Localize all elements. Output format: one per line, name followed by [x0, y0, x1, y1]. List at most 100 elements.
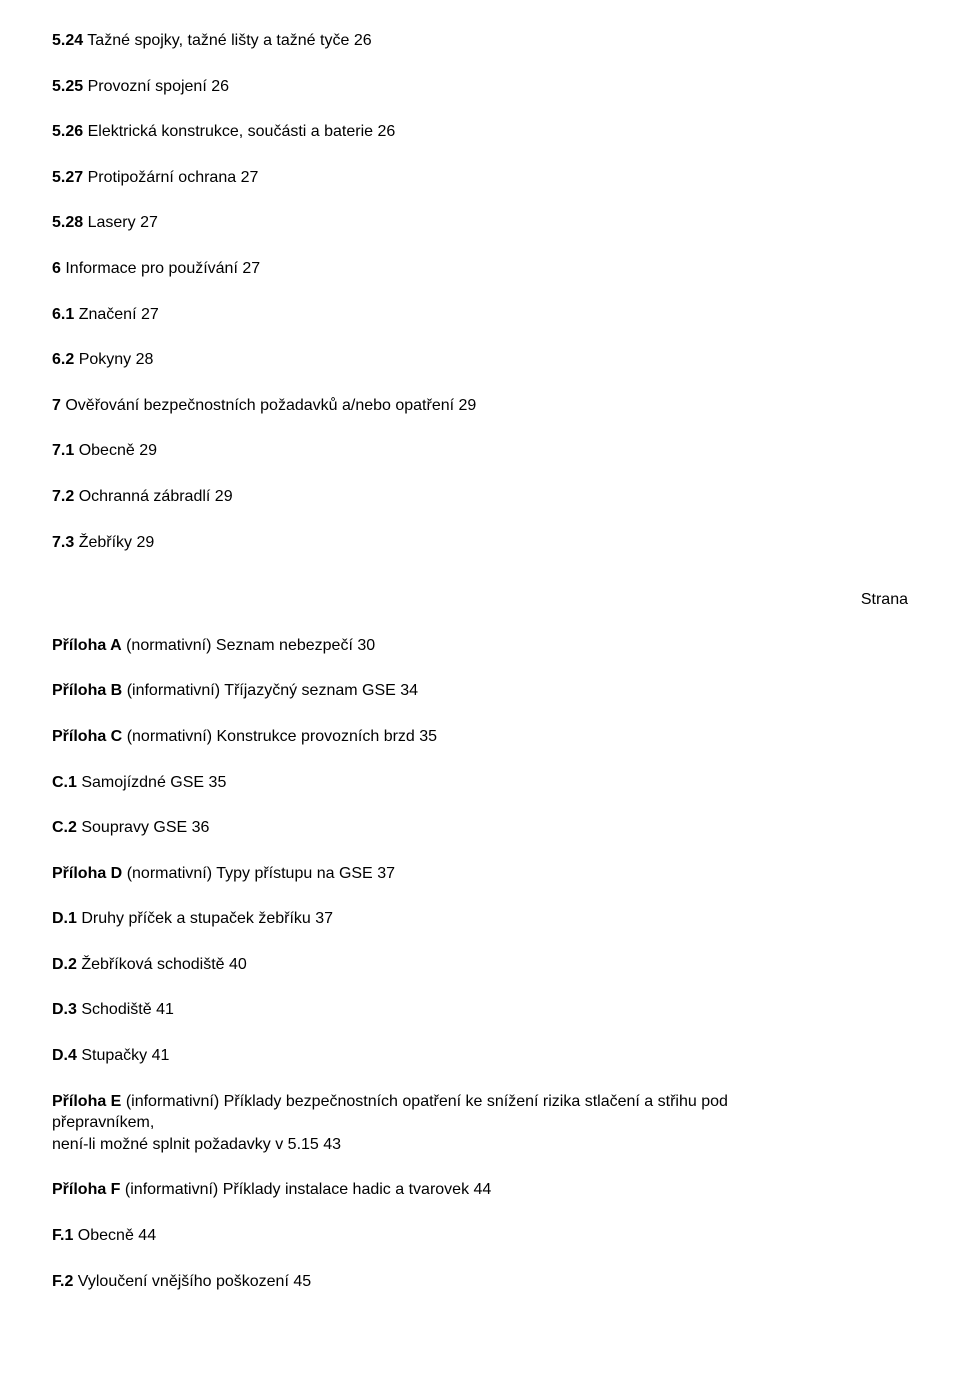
toc-page: 35 [419, 728, 437, 745]
toc-entry: 6 Informace pro používání 27 [52, 258, 908, 280]
toc-title: Samojízdné GSE [81, 774, 204, 791]
toc-num: 6.2 [52, 351, 74, 368]
toc-page: 45 [293, 1273, 311, 1290]
toc-title: Obecně [78, 1227, 134, 1244]
annex-title: Konstrukce provozních brzd [217, 728, 415, 745]
toc-page: 26 [354, 32, 372, 49]
toc-page: 36 [192, 819, 210, 836]
toc-title: Informace pro používání [65, 260, 238, 277]
toc-num: 7.2 [52, 488, 74, 505]
toc-page: 40 [229, 956, 247, 973]
annex-title: Příklady instalace hadic a tvarovek [223, 1181, 469, 1198]
toc-num: 5.24 [52, 32, 83, 49]
page-column-label: Strana [52, 589, 908, 611]
toc-title: Lasery [88, 214, 136, 231]
toc-entry: 6.2 Pokyny 28 [52, 349, 908, 371]
toc-entry: Příloha B (informativní) Tříjazyčný sezn… [52, 680, 908, 702]
toc-page: 37 [377, 865, 395, 882]
toc-num: D.4 [52, 1047, 77, 1064]
toc-page: 30 [357, 637, 375, 654]
toc-page: 27 [140, 214, 158, 231]
annex-title-line2: přepravníkem, [52, 1112, 908, 1134]
toc-title: Žebříky [79, 534, 132, 551]
toc-title: Schodiště [81, 1001, 151, 1018]
toc-entry: D.2 Žebříková schodiště 40 [52, 954, 908, 976]
toc-entry: C.2 Soupravy GSE 36 [52, 817, 908, 839]
toc-page: 28 [136, 351, 154, 368]
toc-title: Ověřování bezpečnostních požadavků a/neb… [65, 397, 454, 414]
toc-entry: Příloha E (informativní) Příklady bezpeč… [52, 1091, 908, 1156]
annex-title: Seznam nebezpečí [216, 637, 353, 654]
toc-title: Stupačky [81, 1047, 147, 1064]
toc-page: 44 [138, 1227, 156, 1244]
annex-title: Tříjazyčný seznam GSE [224, 682, 396, 699]
toc-page: 41 [152, 1047, 170, 1064]
toc-entry: C.1 Samojízdné GSE 35 [52, 772, 908, 794]
toc-entry: 5.24 Tažné spojky, tažné lišty a tažné t… [52, 30, 908, 52]
toc-num: 7 [52, 397, 61, 414]
toc-page: 44 [474, 1181, 492, 1198]
annex-title: Typy přístupu na GSE [216, 865, 373, 882]
toc-page: 27 [242, 260, 260, 277]
annex-label: Příloha A [52, 637, 122, 654]
toc-page: 26 [378, 123, 396, 140]
toc-num: 5.28 [52, 214, 83, 231]
annex-note: (normativní) [127, 865, 212, 882]
toc-title: Ochranná zábradlí [79, 488, 211, 505]
toc-num: 6.1 [52, 306, 74, 323]
toc-num: 7.1 [52, 442, 74, 459]
annex-label: Příloha F [52, 1181, 120, 1198]
toc-page: 35 [209, 774, 227, 791]
toc-num: C.2 [52, 819, 77, 836]
toc-entry: 5.25 Provozní spojení 26 [52, 76, 908, 98]
toc-num: D.3 [52, 1001, 77, 1018]
toc-num: 5.27 [52, 169, 83, 186]
toc-entry: Příloha C (normativní) Konstrukce provoz… [52, 726, 908, 748]
toc-entry: 6.1 Značení 27 [52, 304, 908, 326]
toc-title: Protipožární ochrana [88, 169, 237, 186]
toc-title: Druhy příček a stupaček žebříku [81, 910, 310, 927]
annex-title-line3: není-li možné splnit požadavky v 5.15 [52, 1136, 319, 1153]
toc-entry: 5.28 Lasery 27 [52, 212, 908, 234]
toc-title: Soupravy GSE [81, 819, 187, 836]
toc-page: 41 [156, 1001, 174, 1018]
annex-label: Příloha D [52, 865, 122, 882]
toc-num: F.2 [52, 1273, 73, 1290]
toc-page: 26 [211, 78, 229, 95]
annex-note: (informativní) [126, 1093, 219, 1110]
annex-label: Příloha E [52, 1093, 121, 1110]
toc-page: 29 [137, 534, 155, 551]
annex-label: Příloha B [52, 682, 122, 699]
toc-title: Žebříková schodiště [81, 956, 224, 973]
toc-entry: 7.3 Žebříky 29 [52, 532, 908, 554]
toc-page: 27 [241, 169, 259, 186]
toc-entry: 5.27 Protipožární ochrana 27 [52, 167, 908, 189]
toc-title: Provozní spojení [88, 78, 207, 95]
toc-page: 43 [323, 1136, 341, 1153]
toc-title: Pokyny [79, 351, 131, 368]
toc-entry: 5.26 Elektrická konstrukce, součásti a b… [52, 121, 908, 143]
toc-page: 29 [459, 397, 477, 414]
toc-title: Elektrická konstrukce, součásti a bateri… [88, 123, 373, 140]
toc-entry: F.1 Obecně 44 [52, 1225, 908, 1247]
toc-num: D.1 [52, 910, 77, 927]
toc-page: 27 [141, 306, 159, 323]
toc-entry: Příloha A (normativní) Seznam nebezpečí … [52, 635, 908, 657]
toc-num: 5.26 [52, 123, 83, 140]
toc-page: 29 [139, 442, 157, 459]
toc-entry: Příloha F (informativní) Příklady instal… [52, 1179, 908, 1201]
annex-note: (informativní) [125, 1181, 218, 1198]
annex-note: (normativní) [127, 728, 212, 745]
toc-entry: D.1 Druhy příček a stupaček žebříku 37 [52, 908, 908, 930]
toc-num: 5.25 [52, 78, 83, 95]
toc-num: 7.3 [52, 534, 74, 551]
toc-entry: 7 Ověřování bezpečnostních požadavků a/n… [52, 395, 908, 417]
toc-title: Vyloučení vnějšího poškození [78, 1273, 289, 1290]
annex-title-line1: Příklady bezpečnostních opatření ke sníž… [224, 1093, 728, 1110]
toc-num: F.1 [52, 1227, 73, 1244]
annex-label: Příloha C [52, 728, 122, 745]
toc-entry: D.4 Stupačky 41 [52, 1045, 908, 1067]
toc-entry: 7.1 Obecně 29 [52, 440, 908, 462]
toc-page: 37 [315, 910, 333, 927]
annex-note: (informativní) [127, 682, 220, 699]
